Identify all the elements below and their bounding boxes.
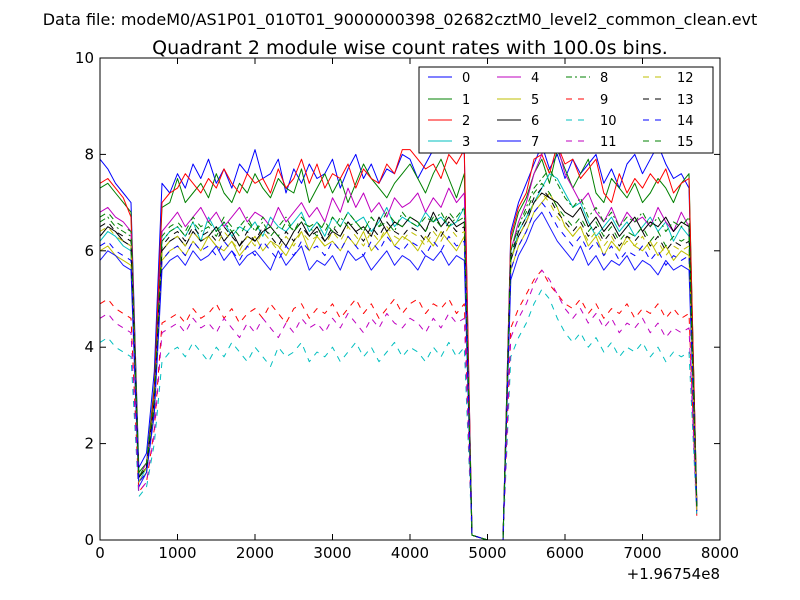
series-line-4 bbox=[100, 120, 698, 540]
legend-item-12: 12 bbox=[643, 71, 694, 86]
legend-label: 10 bbox=[600, 114, 617, 129]
x-tick-label: 0 bbox=[95, 544, 105, 562]
legend-label: 9 bbox=[600, 93, 608, 108]
legend-item-13: 13 bbox=[643, 93, 694, 108]
legend-item-4: 4 bbox=[497, 71, 539, 86]
legend-label: 1 bbox=[462, 93, 470, 108]
legend-label: 0 bbox=[462, 71, 470, 86]
legend-item-11: 11 bbox=[566, 135, 617, 150]
legend-label: 8 bbox=[600, 71, 608, 86]
legend-item-14: 14 bbox=[643, 114, 694, 129]
legend-item-8: 8 bbox=[566, 71, 608, 86]
legend-item-6: 6 bbox=[497, 114, 539, 129]
x-tick-label: 8000 bbox=[701, 544, 739, 562]
series-line-13 bbox=[100, 187, 698, 540]
series-line-10 bbox=[100, 288, 698, 540]
x-offset-label: +1.96754e8 bbox=[627, 565, 720, 583]
legend-label: 5 bbox=[531, 93, 539, 108]
legend-label: 12 bbox=[677, 71, 694, 86]
y-tick-label: 4 bbox=[84, 338, 94, 356]
legend-label: 15 bbox=[677, 135, 694, 150]
x-tick-label: 3000 bbox=[313, 544, 351, 562]
legend-label: 3 bbox=[462, 135, 470, 150]
legend-label: 4 bbox=[531, 71, 539, 86]
legend-item-9: 9 bbox=[566, 93, 608, 108]
legend-item-3: 3 bbox=[428, 135, 470, 150]
series-line-7 bbox=[100, 211, 698, 540]
chart-title: Quadrant 2 module wise count rates with … bbox=[152, 37, 668, 59]
series-line-0 bbox=[100, 110, 698, 540]
legend-item-15: 15 bbox=[643, 135, 694, 150]
series-line-6 bbox=[100, 192, 698, 540]
legend-label: 7 bbox=[531, 135, 539, 150]
series-line-15 bbox=[100, 182, 698, 540]
legend-item-10: 10 bbox=[566, 114, 617, 129]
legend-frame bbox=[418, 66, 714, 154]
legend-item-7: 7 bbox=[497, 135, 539, 150]
x-tick-label: 5000 bbox=[468, 544, 506, 562]
series-line-12 bbox=[100, 192, 698, 540]
y-tick-label: 2 bbox=[84, 435, 94, 453]
series-line-9 bbox=[100, 269, 698, 540]
legend-label: 11 bbox=[600, 135, 617, 150]
series-line-14 bbox=[100, 202, 698, 540]
series-line-2 bbox=[100, 144, 698, 540]
legend-label: 13 bbox=[677, 93, 694, 108]
y-tick-label: 6 bbox=[84, 242, 94, 260]
x-tick-label: 7000 bbox=[623, 544, 661, 562]
series-line-5 bbox=[100, 192, 698, 540]
y-tick-label: 8 bbox=[84, 145, 94, 163]
series-line-1 bbox=[100, 149, 698, 540]
x-tick-label: 2000 bbox=[236, 544, 274, 562]
x-tick-label: 1000 bbox=[158, 544, 196, 562]
legend-item-1: 1 bbox=[428, 93, 470, 108]
series-layer bbox=[100, 110, 698, 540]
x-tick-label: 6000 bbox=[546, 544, 584, 562]
y-tick-label: 10 bbox=[75, 49, 94, 67]
legend-label: 2 bbox=[462, 114, 470, 129]
legend-item-2: 2 bbox=[428, 114, 470, 129]
figure-suptitle: Data file: modeM0/AS1P01_010T01_90000003… bbox=[43, 10, 758, 30]
series-line-8 bbox=[100, 168, 698, 540]
legend-label: 14 bbox=[677, 114, 694, 129]
x-tick-label: 4000 bbox=[391, 544, 429, 562]
legend-item-5: 5 bbox=[497, 93, 539, 108]
plot-frame bbox=[99, 57, 721, 541]
legend-item-0: 0 bbox=[428, 71, 470, 86]
y-tick-label: 0 bbox=[84, 531, 94, 549]
legend-label: 6 bbox=[531, 114, 539, 129]
